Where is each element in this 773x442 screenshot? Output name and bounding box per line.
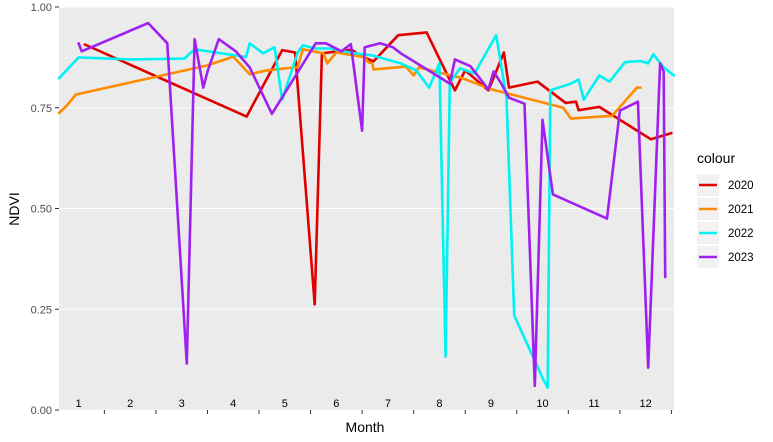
month-label: 2 [127, 398, 133, 410]
y-tick-label: 0.75 [31, 103, 52, 115]
y-tick-label: 0.50 [31, 204, 52, 216]
month-label: 10 [536, 398, 548, 410]
month-label: 6 [333, 398, 339, 410]
y-tick-label: 0.00 [31, 405, 52, 417]
legend-label-2021: 2021 [728, 204, 754, 216]
legend-title: colour [697, 150, 735, 166]
x-axis [103, 410, 672, 414]
series-line-2020 [83, 31, 673, 306]
month-label: 8 [436, 398, 442, 410]
month-label: 5 [282, 398, 288, 410]
y-tick-label: 1.00 [31, 2, 52, 14]
series-lines [57, 21, 676, 390]
y-axis-title: NDVI [6, 192, 22, 225]
legend-label-2022: 2022 [728, 228, 754, 240]
month-label: 11 [588, 398, 599, 410]
grid-major [59, 6, 674, 411]
series-line-2022 [57, 33, 676, 390]
legend: colour 2020 2021 2022 2023 [697, 150, 754, 268]
series-line-2023 [77, 21, 667, 388]
month-label: 9 [488, 398, 494, 410]
legend-label-2020: 2020 [728, 180, 754, 192]
y-tick-label: 0.25 [31, 304, 52, 316]
month-labels: 1 2 3 4 5 6 7 8 9 10 11 12 [76, 398, 652, 410]
month-label: 7 [385, 398, 391, 410]
month-label: 12 [640, 398, 652, 410]
y-axis: 0.00 0.25 0.50 0.75 1.00 [31, 2, 59, 417]
month-label: 1 [76, 398, 82, 410]
legend-label-2023: 2023 [728, 252, 754, 264]
month-label: 3 [179, 398, 185, 410]
x-axis-title: Month [346, 419, 385, 435]
month-label: 4 [230, 398, 236, 410]
